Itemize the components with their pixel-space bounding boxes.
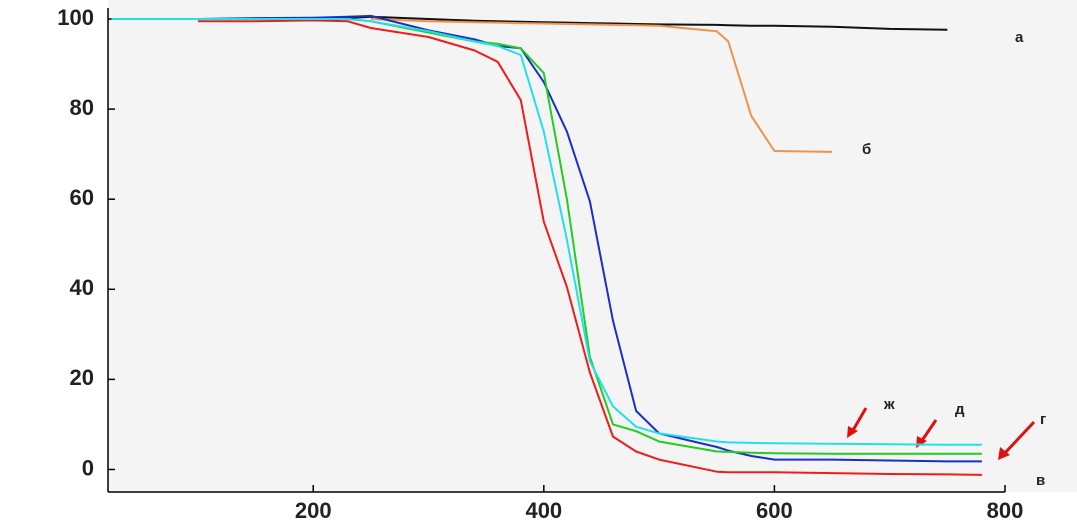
x-tick-label: 200 bbox=[295, 498, 332, 523]
x-tick-label: 600 bbox=[756, 498, 793, 523]
x-tick-label: 400 bbox=[525, 498, 562, 523]
y-tick-label: 60 bbox=[70, 185, 94, 210]
arrow bbox=[1002, 420, 1036, 456]
series-label: г bbox=[1040, 411, 1046, 428]
arrows bbox=[847, 407, 1036, 460]
data-line bbox=[370, 18, 833, 153]
data-line bbox=[111, 18, 982, 446]
y-tick-label: 20 bbox=[70, 365, 94, 390]
y-tick-label: 0 bbox=[82, 455, 94, 480]
series-label: в bbox=[1036, 472, 1045, 489]
x-tick-label: 800 bbox=[987, 498, 1024, 523]
arrow-head bbox=[998, 447, 1010, 460]
arrow bbox=[850, 407, 868, 433]
series-label: д bbox=[955, 401, 965, 418]
y-tick-label: 80 bbox=[70, 95, 94, 120]
y-tick-label: 100 bbox=[57, 5, 94, 30]
plot-background bbox=[108, 0, 1077, 492]
series-label: а bbox=[1015, 29, 1024, 46]
arrow bbox=[919, 419, 938, 443]
y-tick-label: 40 bbox=[70, 275, 94, 300]
data-line bbox=[197, 14, 982, 463]
series-label: б bbox=[862, 141, 871, 158]
arrow-head bbox=[847, 426, 858, 438]
data-line bbox=[197, 19, 982, 476]
series-label: ж bbox=[883, 396, 895, 413]
